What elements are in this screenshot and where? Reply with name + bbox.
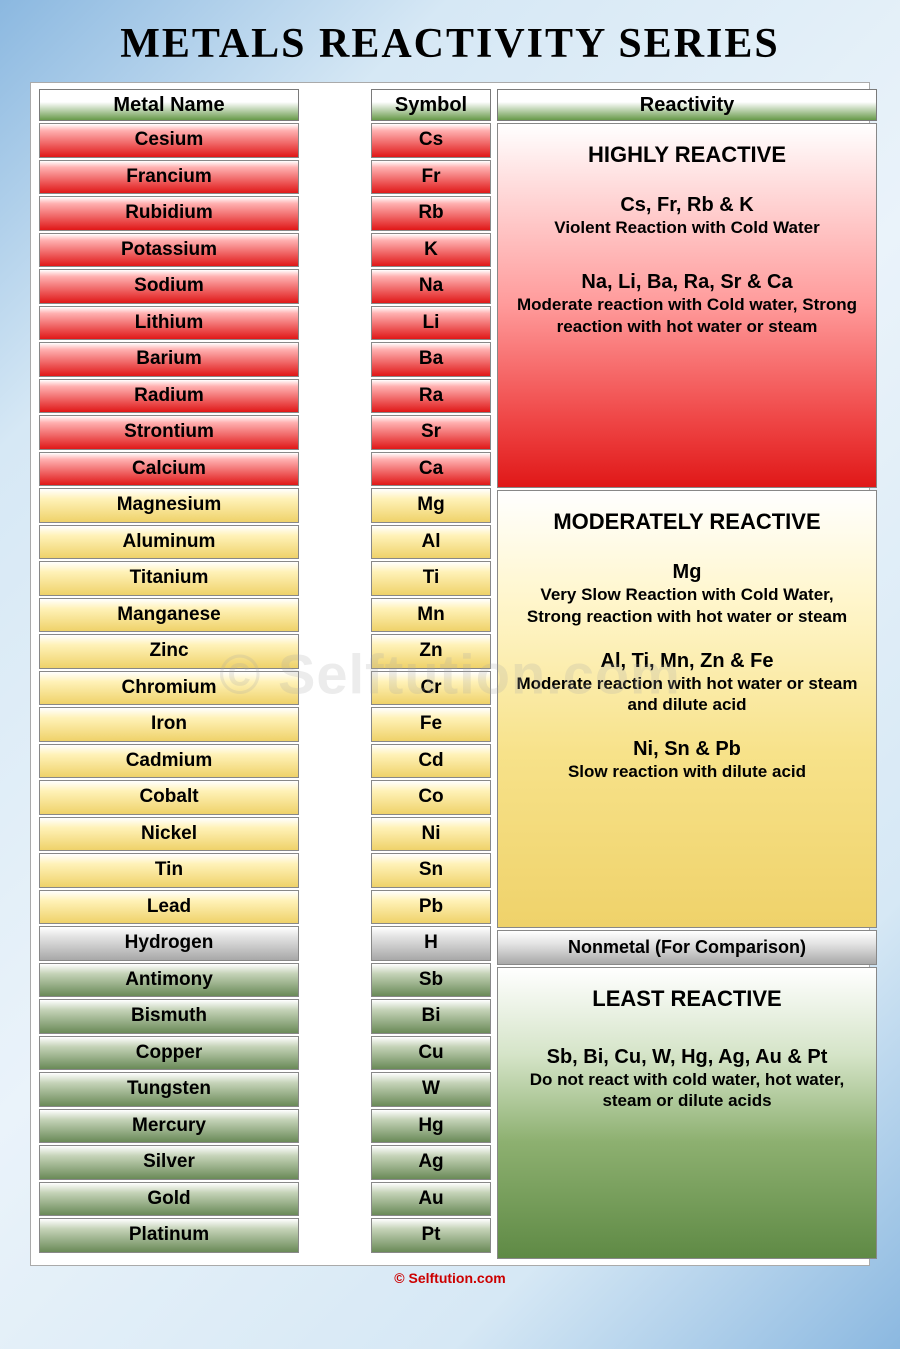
hydrogen-label: Nonmetal (For Comparison) bbox=[568, 937, 806, 958]
group-body: Moderate reaction with hot water or stea… bbox=[512, 673, 862, 717]
metal-name-cell: Strontium bbox=[39, 415, 299, 450]
metal-symbol-cell: Ba bbox=[371, 342, 491, 377]
panel-heading: MODERATELY REACTIVE bbox=[512, 509, 862, 535]
metal-symbol-cell: Ca bbox=[371, 452, 491, 487]
metal-name-cell: Lithium bbox=[39, 306, 299, 341]
metal-symbol-cell: Na bbox=[371, 269, 491, 304]
group-title: Ni, Sn & Pb bbox=[512, 738, 862, 761]
metal-symbol-cell: Rb bbox=[371, 196, 491, 231]
metal-name-cell: Iron bbox=[39, 707, 299, 742]
arrow-column bbox=[305, 89, 365, 121]
metal-name-cell: Gold bbox=[39, 1182, 299, 1217]
metal-symbol-cell: H bbox=[371, 926, 491, 961]
highly-reactive-panel: HIGHLY REACTIVE Cs, Fr, Rb & K Violent R… bbox=[497, 123, 877, 488]
reactivity-table: © Selftution.com Metal Name CesiumFranci… bbox=[30, 82, 870, 1266]
metal-symbol-cell: Pb bbox=[371, 890, 491, 925]
group-title: Na, Li, Ba, Ra, Sr & Ca bbox=[512, 271, 862, 294]
metal-name-cell: Platinum bbox=[39, 1218, 299, 1253]
panel-heading: HIGHLY REACTIVE bbox=[512, 142, 862, 168]
metal-name-cell: Manganese bbox=[39, 598, 299, 633]
metal-name-cell: Magnesium bbox=[39, 488, 299, 523]
metal-symbol-cell: Mn bbox=[371, 598, 491, 633]
metal-name-cell: Barium bbox=[39, 342, 299, 377]
metal-symbol-cell: Sn bbox=[371, 853, 491, 888]
metal-symbol-cell: Cd bbox=[371, 744, 491, 779]
metal-name-cell: Antimony bbox=[39, 963, 299, 998]
metal-name-cell: Radium bbox=[39, 379, 299, 414]
metal-symbol-cell: Fe bbox=[371, 707, 491, 742]
metal-name-cell: Francium bbox=[39, 160, 299, 195]
metal-symbol-cell: Li bbox=[371, 306, 491, 341]
metal-name-cell: Potassium bbox=[39, 233, 299, 268]
footer-credit: © Selftution.com bbox=[30, 1270, 870, 1286]
metal-symbol-cell: Cs bbox=[371, 123, 491, 158]
group-title: Sb, Bi, Cu, W, Hg, Ag, Au & Pt bbox=[512, 1046, 862, 1069]
metal-symbol-cell: Hg bbox=[371, 1109, 491, 1144]
metal-name-cell: Nickel bbox=[39, 817, 299, 852]
metal-name-cell: Tin bbox=[39, 853, 299, 888]
metal-symbol-cell: Ra bbox=[371, 379, 491, 414]
metal-name-cell: Silver bbox=[39, 1145, 299, 1180]
metal-symbol-cell: Cr bbox=[371, 671, 491, 706]
metal-symbol-cell: Cu bbox=[371, 1036, 491, 1071]
group-body: Very Slow Reaction with Cold Water, Stro… bbox=[512, 584, 862, 628]
metal-name-cell: Copper bbox=[39, 1036, 299, 1071]
page-title: METALS REACTIVITY SERIES bbox=[30, 20, 870, 68]
panel-heading: LEAST REACTIVE bbox=[512, 986, 862, 1012]
metal-name-cell: Chromium bbox=[39, 671, 299, 706]
metal-name-cell: Hydrogen bbox=[39, 926, 299, 961]
group-title: Al, Ti, Mn, Zn & Fe bbox=[512, 650, 862, 673]
least-reactive-panel: LEAST REACTIVE Sb, Bi, Cu, W, Hg, Ag, Au… bbox=[497, 967, 877, 1259]
metal-symbol-cell: Ag bbox=[371, 1145, 491, 1180]
group-title: Cs, Fr, Rb & K bbox=[512, 194, 862, 217]
group-body: Slow reaction with dilute acid bbox=[512, 761, 862, 783]
metal-name-cell: Mercury bbox=[39, 1109, 299, 1144]
metal-symbol-cell: Zn bbox=[371, 634, 491, 669]
hydrogen-panel: Nonmetal (For Comparison) bbox=[497, 930, 877, 965]
metal-symbol-cell: Sb bbox=[371, 963, 491, 998]
group-body: Violent Reaction with Cold Water bbox=[512, 217, 862, 239]
metal-symbol-cell: Fr bbox=[371, 160, 491, 195]
moderately-reactive-panel: MODERATELY REACTIVE Mg Very Slow Reactio… bbox=[497, 490, 877, 928]
metal-name-cell: Zinc bbox=[39, 634, 299, 669]
metal-symbol-cell: Mg bbox=[371, 488, 491, 523]
metal-name-cell: Aluminum bbox=[39, 525, 299, 560]
metal-symbol-cell: Pt bbox=[371, 1218, 491, 1253]
group-title: Mg bbox=[512, 561, 862, 584]
metal-name-cell: Cobalt bbox=[39, 780, 299, 815]
metal-symbol-cell: W bbox=[371, 1072, 491, 1107]
metal-symbol-cell: Sr bbox=[371, 415, 491, 450]
metal-symbol-cell: Al bbox=[371, 525, 491, 560]
metal-name-cell: Rubidium bbox=[39, 196, 299, 231]
reactivity-header: Reactivity bbox=[497, 89, 877, 121]
metal-symbol-cell: Au bbox=[371, 1182, 491, 1217]
metal-symbol-cell: K bbox=[371, 233, 491, 268]
name-header: Metal Name bbox=[39, 89, 299, 121]
symbol-header: Symbol bbox=[371, 89, 491, 121]
group-body: Do not react with cold water, hot water,… bbox=[512, 1069, 862, 1113]
metal-name-cell: Cadmium bbox=[39, 744, 299, 779]
metal-name-cell: Titanium bbox=[39, 561, 299, 596]
metal-symbol-cell: Ti bbox=[371, 561, 491, 596]
metal-name-cell: Lead bbox=[39, 890, 299, 925]
metal-name-cell: Calcium bbox=[39, 452, 299, 487]
symbol-column: Symbol CsFrRbKNaLiBaRaSrCaMgAlTiMnZnCrFe… bbox=[371, 89, 491, 1253]
metal-symbol-cell: Ni bbox=[371, 817, 491, 852]
metal-name-column: Metal Name CesiumFranciumRubidiumPotassi… bbox=[39, 89, 299, 1253]
metal-name-cell: Tungsten bbox=[39, 1072, 299, 1107]
metal-name-cell: Sodium bbox=[39, 269, 299, 304]
metal-name-cell: Bismuth bbox=[39, 999, 299, 1034]
metal-name-cell: Cesium bbox=[39, 123, 299, 158]
group-body: Moderate reaction with Cold water, Stron… bbox=[512, 294, 862, 338]
metal-symbol-cell: Bi bbox=[371, 999, 491, 1034]
metal-symbol-cell: Co bbox=[371, 780, 491, 815]
reactivity-column: Reactivity HIGHLY REACTIVE Cs, Fr, Rb & … bbox=[497, 89, 877, 1259]
